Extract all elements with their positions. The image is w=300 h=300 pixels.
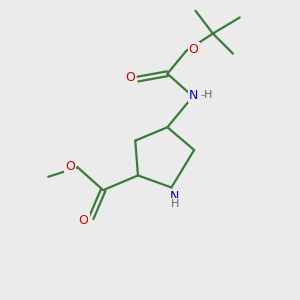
- Text: N: N: [170, 190, 179, 202]
- Text: O: O: [189, 43, 199, 56]
- Text: O: O: [65, 160, 75, 172]
- Text: -H: -H: [201, 90, 213, 100]
- Text: H: H: [170, 199, 179, 209]
- Text: N: N: [189, 88, 198, 102]
- Text: O: O: [79, 214, 88, 227]
- Text: O: O: [125, 71, 135, 84]
